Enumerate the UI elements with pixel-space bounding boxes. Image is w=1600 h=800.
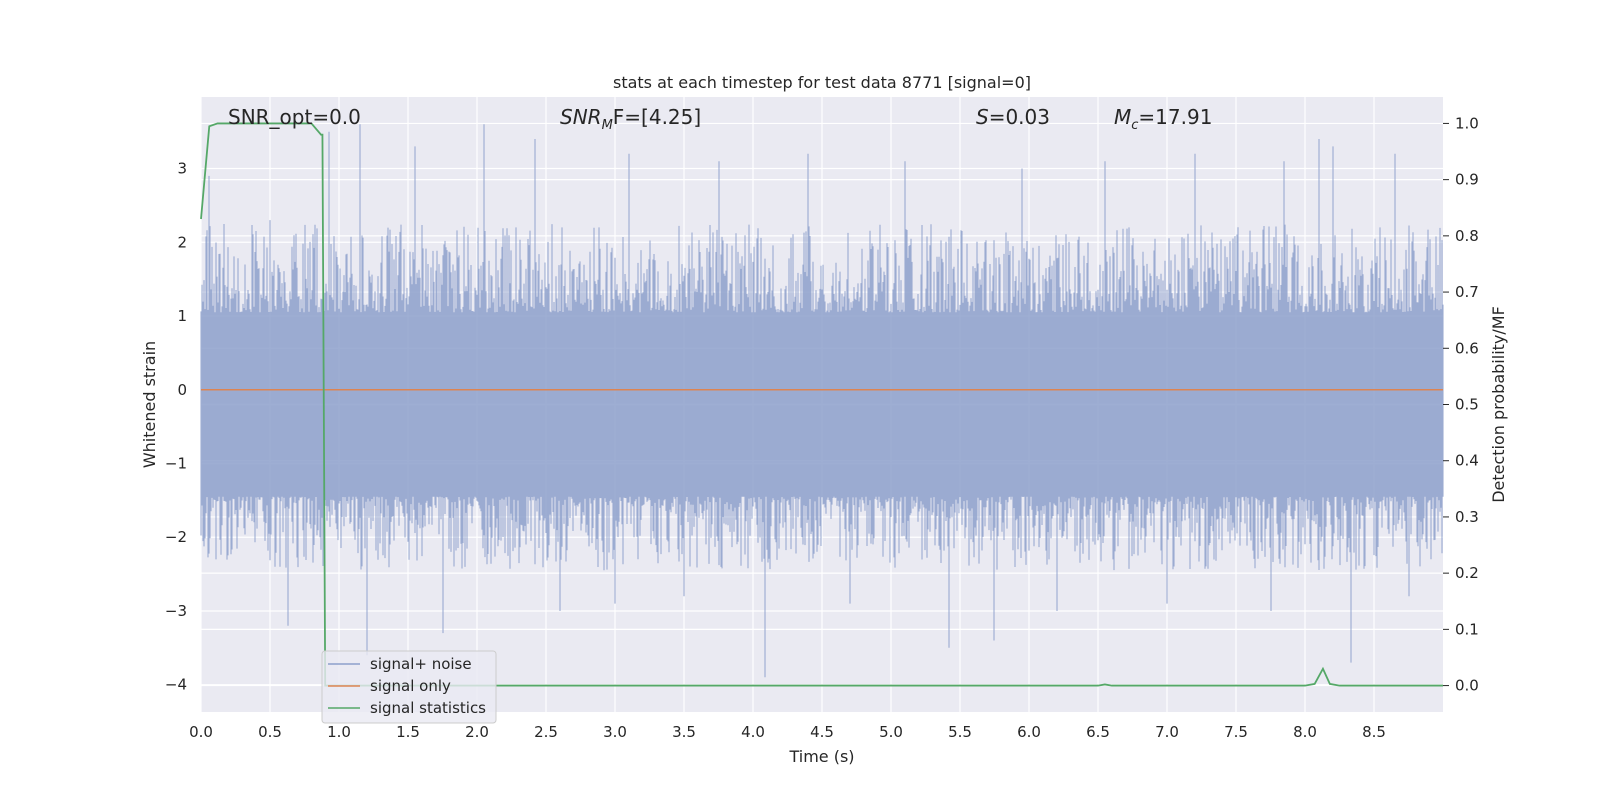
axis-ticks: 0.0 0.5 1.0 1.5 2.0 2.5 3.0 3.5 4.0 4.5 5.0 5.5 6.0 6… — [165, 114, 1479, 741]
x-tick-label: 1.5 — [396, 723, 420, 741]
x-tick-label: 0.0 — [189, 723, 213, 741]
x-tick-label: 5.0 — [879, 723, 903, 741]
x-tick-label: 7.0 — [1155, 723, 1179, 741]
signal-noise-series — [200, 124, 1444, 678]
s-var: S — [976, 105, 989, 129]
x-tick-label: 3.0 — [603, 723, 627, 741]
annotation-s: S=0.03 — [976, 105, 1050, 129]
legend-box — [321, 650, 497, 724]
legend-entry-signal-noise: signal+ noise — [370, 655, 472, 673]
y-tick-label-left: −1 — [165, 454, 187, 472]
y-tick-label-right: 0.0 — [1455, 677, 1479, 695]
mc-rest: =17.91 — [1138, 105, 1212, 129]
y-tick-label-right: 1.0 — [1455, 114, 1479, 132]
y-tick-label-left: 1 — [177, 307, 187, 325]
annotation-snr-opt: SNR_opt=0.0 — [228, 105, 361, 129]
y-tick-label-right: 0.8 — [1455, 227, 1479, 245]
x-tick-label: 1.0 — [327, 723, 351, 741]
y-tick-label-right: 0.1 — [1455, 620, 1479, 638]
x-tick-label: 5.5 — [948, 723, 972, 741]
y-axis-label-left: Whitened strain — [140, 341, 159, 468]
y-tick-label-right: 0.2 — [1455, 564, 1479, 582]
line-series — [200, 122, 1443, 687]
y-tick-label-right: 0.5 — [1455, 396, 1479, 414]
x-tick-label: 8.0 — [1293, 723, 1317, 741]
annotation-mc: Mc=17.91 — [1114, 105, 1212, 133]
y-tick-label-right: 0.6 — [1455, 339, 1479, 357]
x-axis-label: Time (s) — [788, 747, 854, 766]
y-tick-label-right: 0.7 — [1455, 283, 1479, 301]
x-tick-label: 0.5 — [258, 723, 282, 741]
snr-mf-sub: M — [602, 118, 613, 133]
chart-title: stats at each timestep for test data 877… — [613, 73, 1031, 92]
y-axis-label-right: Detection probability/MF — [1489, 306, 1508, 503]
x-tick-label: 7.5 — [1224, 723, 1248, 741]
x-tick-label: 2.5 — [534, 723, 558, 741]
snr-mf-rest: F=[4.25] — [613, 105, 701, 129]
y-tick-label-left: −4 — [165, 676, 187, 694]
mc-var: M — [1114, 105, 1131, 129]
mc-sub: c — [1131, 118, 1138, 133]
y-tick-label-left: −3 — [165, 602, 187, 620]
y-tick-label-left: 0 — [177, 381, 187, 399]
y-tick-label-left: −2 — [165, 528, 187, 546]
x-tick-label: 6.0 — [1017, 723, 1041, 741]
x-tick-label: 4.5 — [810, 723, 834, 741]
x-tick-label: 3.5 — [672, 723, 696, 741]
x-tick-label: 4.0 — [741, 723, 765, 741]
legend-entry-signal-only: signal only — [370, 677, 451, 695]
y-tick-label-left: 2 — [177, 233, 187, 251]
legend: signal+ noise signal only signal statist… — [321, 650, 497, 724]
legend-entry-signal-statistics: signal statistics — [370, 699, 486, 717]
snr-mf-main: SNR — [560, 105, 602, 129]
series-signal-statistics — [200, 122, 1443, 687]
series-signal-noise — [200, 124, 1444, 678]
y-tick-label-left: 3 — [177, 160, 187, 178]
x-tick-label: 8.5 — [1362, 723, 1386, 741]
annotation-snr-mf: SNRMF=[4.25] — [560, 105, 701, 133]
y-tick-label-right: 0.4 — [1455, 452, 1479, 470]
y-tick-label-right: 0.9 — [1455, 171, 1479, 189]
y-tick-label-right: 0.3 — [1455, 508, 1479, 526]
x-tick-label: 2.0 — [465, 723, 489, 741]
x-tick-label: 6.5 — [1086, 723, 1110, 741]
s-rest: =0.03 — [989, 105, 1050, 129]
